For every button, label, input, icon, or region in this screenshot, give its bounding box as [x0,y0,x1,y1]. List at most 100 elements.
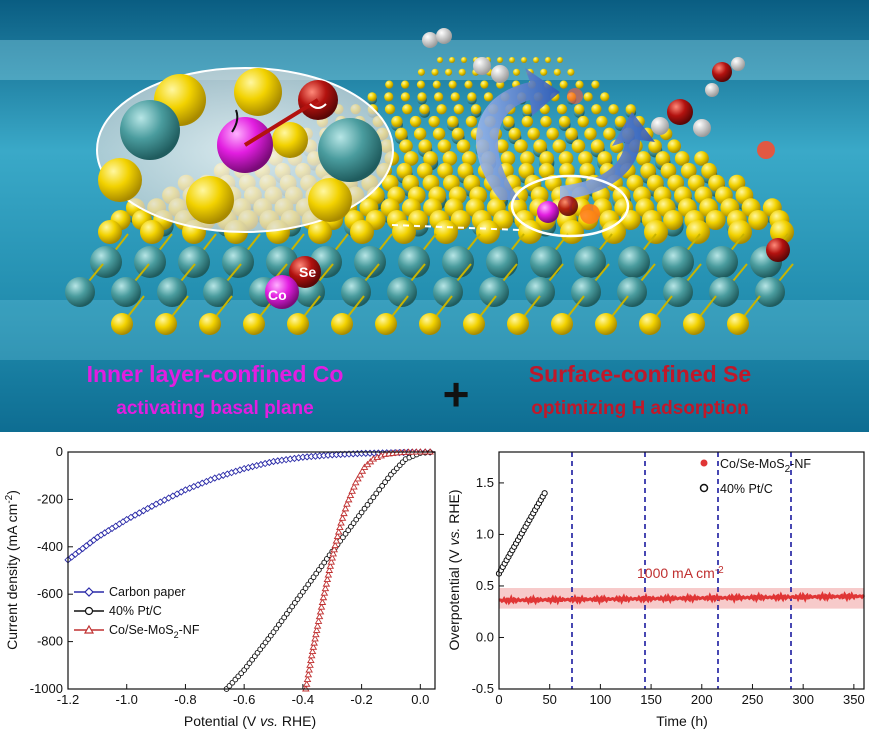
data-point-series-2 [302,680,311,687]
y-axis-ticks: 0 -200 -400 -600 -800 -1000 [30,444,73,696]
data-point-series-2 [332,537,341,544]
data-point-series-2 [314,617,323,624]
polarization-plot-area [64,448,436,692]
y-tick-label: -800 [37,634,63,649]
data-point-series-2 [334,528,343,535]
data-point-series-2 [323,575,332,583]
data-point-series-2 [326,562,335,569]
zoom-bubble-atoms [98,68,382,224]
legend-item-carbon-paper: Carbon paper [74,585,185,599]
data-point-series-1 [297,592,304,599]
data-point-series-1 [300,588,306,595]
data-point-series-1 [310,574,317,581]
data-point-series-2 [344,495,353,503]
data-point-series-1 [305,581,312,588]
data-point-series-2 [317,603,326,610]
data-point-series-1 [382,479,388,485]
data-point-series-2 [307,656,315,664]
data-point-series-2 [307,651,316,659]
data-point-series-1 [358,509,365,516]
data-point-series-2 [337,519,345,526]
data-point-series-1 [316,567,322,573]
y-tick-label: -600 [37,586,63,601]
data-point-series-2 [327,558,336,565]
embedded-co-se: Se Co [265,256,321,309]
data-point-series-2 [312,626,321,633]
data-point-series-1 [385,475,391,482]
data-point-series-1 [364,502,371,508]
x-axis-title: Potential (V vs. RHE) [184,713,316,729]
data-point-series-1 [273,625,280,632]
data-point-series-2 [354,475,362,482]
legend: Co/Se-MoS2-NF 40% Pt/C [699,457,811,496]
mos2-structure-illustration: Se Co Inner layer-confined Co activating… [0,0,869,432]
x-tick-label: -0.2 [350,692,372,707]
hydrogen-release-arrow [560,112,655,200]
legend-label-pt-c: 40% Pt/C [720,482,773,496]
data-point-series-2 [310,639,318,646]
data-point-series-1 [302,585,309,592]
x-tick-label: 200 [691,692,713,707]
legend-label-pt-c: 40% Pt/C [109,604,162,618]
caption-right-line1: Surface-confined Se [529,361,751,387]
h2-molecules [422,28,509,83]
data-point-series-1 [278,618,285,624]
data-point-series-1 [284,610,290,617]
x-tick-label: -1.0 [116,692,138,707]
data-point-series-2 [306,661,314,668]
legend-item-pt-c: 40% Pt/C [699,482,773,496]
y-axis-title: Current density (mA cm-2) [4,490,20,650]
x-tick-label: 100 [590,692,612,707]
legend-item-co-se-mos2: Co/Se-MoS2-NF [700,457,811,475]
x-tick-label: 0.0 [411,692,429,707]
data-point-series-2 [356,471,364,478]
x-tick-label: 150 [640,692,662,707]
stability-chart: 0 50 100 150 200 250 300 350 -0.5 0.0 0.5 1.0 1.5 T… [442,436,869,731]
data-point-series-2 [330,545,338,553]
data-point-series-2 [329,550,338,557]
data-point-series-2 [322,580,331,587]
y-tick-label: -1000 [30,681,63,696]
data-point-series-2 [303,675,312,682]
data-point-series-1 [370,494,377,501]
data-point-series-1 [376,486,383,493]
data-point-series-2 [340,509,348,517]
data-point-pt-c [541,490,548,497]
data-point-series-2 [312,630,320,638]
x-tick-label: 0 [495,692,502,707]
x-tick-label: 350 [843,692,865,707]
legend: Carbon paper 40% Pt/C Co/Se-MoS2-NF [74,585,200,640]
data-point-series-2 [358,467,367,474]
y-tick-label: 0.0 [476,629,494,644]
data-point-series-1 [308,577,314,584]
series-co-se-mos2-trace [498,590,866,606]
x-axis-ticks: 0 50 100 150 200 250 300 350 [495,684,865,707]
y-tick-label: -400 [37,539,63,554]
legend-label-carbon-paper: Carbon paper [109,585,185,599]
data-point-series-1 [379,483,386,489]
data-point-series-2 [331,541,339,549]
data-point-series-1 [286,607,293,613]
x-axis-title: Time (h) [656,713,708,729]
data-point-series-1 [367,498,374,504]
data-point-series-2 [338,514,347,521]
data-point-series-1 [276,621,282,628]
data-point-series-1 [289,603,296,610]
data-point-series-1 [313,570,320,577]
data-point-series-2 [321,584,330,592]
data-point-series-2 [343,500,351,507]
hydrogen-adsorption-arrow [476,68,560,200]
y-tick-label: 1.5 [476,475,494,490]
data-point-series-2 [313,622,322,629]
data-point-series-1 [324,556,330,562]
data-point-series-2 [308,647,317,655]
water-molecules [651,57,745,137]
data-point-series-1 [373,490,380,497]
y-tick-label: 1.0 [476,526,494,541]
legend-label-co-se-mos2: Co/Se-MoS2-NF [720,457,811,475]
data-point-series-2 [305,666,313,673]
active-site-ring [510,174,630,238]
x-tick-label: -0.4 [292,692,314,707]
data-point-series-2 [350,483,358,490]
data-point-series-2 [324,571,333,578]
